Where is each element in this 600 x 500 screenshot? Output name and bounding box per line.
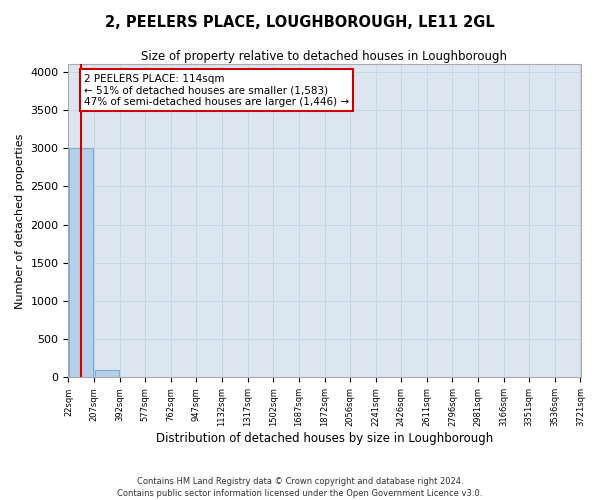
Text: Contains HM Land Registry data © Crown copyright and database right 2024.
Contai: Contains HM Land Registry data © Crown c… — [118, 476, 482, 498]
Bar — [69, 148, 94, 378]
Text: 2 PEELERS PLACE: 114sqm
← 51% of detached houses are smaller (1,583)
47% of semi: 2 PEELERS PLACE: 114sqm ← 51% of detache… — [84, 74, 349, 107]
Title: Size of property relative to detached houses in Loughborough: Size of property relative to detached ho… — [142, 50, 508, 63]
Y-axis label: Number of detached properties: Number of detached properties — [15, 133, 25, 308]
X-axis label: Distribution of detached houses by size in Loughborough: Distribution of detached houses by size … — [156, 432, 493, 445]
Bar — [95, 370, 119, 378]
Text: 2, PEELERS PLACE, LOUGHBOROUGH, LE11 2GL: 2, PEELERS PLACE, LOUGHBOROUGH, LE11 2GL — [105, 15, 495, 30]
